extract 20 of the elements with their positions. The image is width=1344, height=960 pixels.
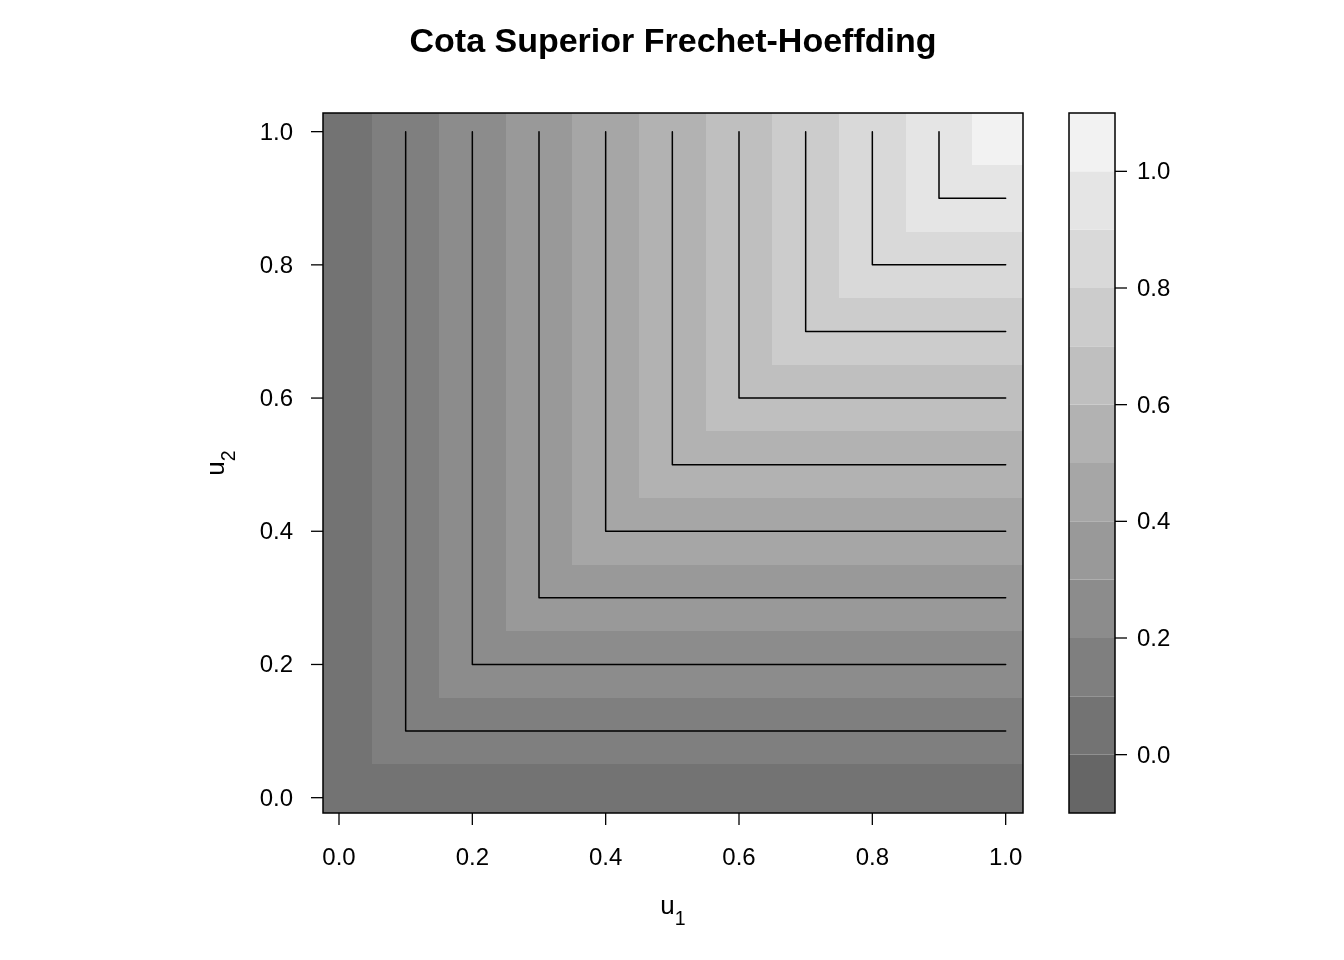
y-tick-label: 0.6 [259,384,293,412]
color-bar-label: 0.2 [1137,624,1171,651]
x-tick-label: 0.8 [855,843,890,870]
color-bar-label: 0.0 [1137,740,1171,768]
y-tick-label: 0.2 [259,650,293,678]
x-tick-label: 0.2 [455,843,490,870]
x-tick-label: 0.6 [722,843,756,870]
color-bar-label: 1.0 [1137,157,1171,185]
y-tick-label: 0.0 [259,783,293,811]
x-tick-label: 1.0 [988,843,1023,870]
color-bar-label: 0.8 [1137,274,1171,301]
y-tick-label: 0.4 [259,517,293,545]
x-axis-title: u$_{1}$ [660,890,686,929]
x-tick-label: 0.0 [322,843,356,870]
color-bar-label: 0.4 [1137,507,1171,535]
y-tick-label: 0.8 [259,250,293,278]
chart-title: Cota Superior Frechet-Hoeffding [409,21,937,59]
x-tick-label: 0.4 [588,843,623,870]
color-bar-label: 0.6 [1137,390,1171,418]
y-tick-label: 1.0 [259,117,293,145]
